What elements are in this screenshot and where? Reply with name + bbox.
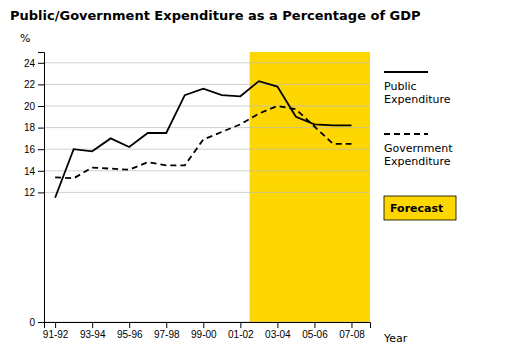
tick: 93-94 — [80, 322, 106, 340]
grid — [44, 63, 370, 322]
tick: 01-02 — [228, 322, 254, 340]
tick-mark — [351, 322, 352, 328]
tick-label: 95-96 — [117, 329, 143, 340]
tick-mark — [129, 322, 130, 328]
tick-label: 97-98 — [154, 329, 180, 340]
tick-mark — [166, 322, 167, 328]
tick-mark — [38, 322, 44, 323]
legend-swatch — [384, 196, 456, 220]
shaded-region — [250, 52, 370, 322]
tick-mark — [38, 63, 44, 64]
tick-mark — [38, 84, 44, 85]
y-axis-label: % — [20, 32, 30, 45]
legend: PublicExpenditureGovernmentExpenditureFo… — [384, 72, 456, 220]
tick: 22 — [24, 79, 44, 90]
legend-label-line: Expenditure — [384, 155, 451, 168]
legend-swatch — [384, 133, 428, 135]
tick-mark — [92, 322, 93, 328]
grid-line — [44, 149, 370, 150]
series-line — [55, 106, 351, 178]
tick: 18 — [24, 122, 44, 133]
x-axis: 91-92 93-94 95-96 97-98 99-00 01-02 03-04 05-06… — [43, 322, 371, 340]
plot-area: 91-92 93-94 95-96 97-98 99-00 01-02 03-04 05-06… — [24, 52, 371, 340]
tick: 99-00 — [191, 322, 217, 340]
tick-mark — [38, 149, 44, 150]
tick: 91-92 — [43, 322, 69, 340]
tick-label: 05-06 — [302, 329, 328, 340]
legend-label-line: Government — [384, 142, 453, 155]
tick-mark — [55, 322, 56, 328]
tick-label: 14 — [24, 166, 36, 177]
tick-label: 20 — [24, 101, 36, 112]
tick: 95-96 — [117, 322, 143, 340]
grid-line — [44, 192, 370, 193]
legend-item: GovernmentExpenditure — [384, 134, 453, 168]
legend-label: PublicExpenditure — [384, 80, 451, 106]
x-axis-label: Year — [383, 332, 408, 345]
tick: 03-04 — [265, 322, 291, 340]
tick-mark — [240, 322, 241, 328]
tick-label: 91-92 — [43, 329, 69, 340]
grid-line — [44, 106, 370, 107]
tick-mark — [38, 106, 44, 107]
chart: 91-92 93-94 95-96 97-98 99-00 01-02 03-04 05-06… — [0, 0, 505, 362]
tick-mark — [277, 322, 278, 328]
tick-mark — [38, 192, 44, 193]
tick-label: 24 — [24, 58, 36, 69]
grid-line — [44, 322, 370, 323]
tick-label: 07-08 — [339, 329, 365, 340]
tick-label: 99-00 — [191, 329, 217, 340]
tick: 0 — [29, 317, 44, 328]
tick-mark — [203, 322, 204, 328]
tick: 20 — [24, 101, 44, 112]
grid-line — [44, 127, 370, 128]
legend-label-line: Public — [384, 80, 417, 93]
legend-swatch — [384, 71, 428, 73]
tick: 05-06 — [302, 322, 328, 340]
tick-mark — [314, 322, 315, 328]
tick: 12 — [24, 187, 44, 198]
tick: 24 — [24, 58, 44, 69]
tick: 97-98 — [154, 322, 180, 340]
tick-label: 93-94 — [80, 329, 106, 340]
title: Public/Government Expenditure as a Perce… — [10, 8, 421, 23]
tick: 14 — [24, 166, 44, 177]
legend-item: Forecast — [384, 196, 456, 220]
grid-line — [44, 84, 370, 85]
legend-label-line: Expenditure — [384, 93, 451, 106]
series-line — [55, 81, 351, 198]
legend-label: GovernmentExpenditure — [384, 142, 453, 168]
tick: 07-08 — [339, 322, 365, 340]
legend-item: PublicExpenditure — [384, 72, 451, 106]
tick-label: 12 — [24, 187, 36, 198]
legend-label: Forecast — [390, 202, 443, 215]
tick-label: 16 — [24, 144, 36, 155]
tick-mark — [38, 128, 44, 129]
axis-line — [45, 323, 371, 329]
data-layer — [44, 52, 370, 322]
y-axis: 0 12 14 16 18 20 22 24 — [24, 53, 45, 328]
grid-line — [44, 170, 370, 171]
tick-mark — [38, 171, 44, 172]
tick-label: 03-04 — [265, 329, 291, 340]
tick-label: 0 — [29, 317, 35, 328]
tick: 16 — [24, 144, 44, 155]
tick-label: 22 — [24, 79, 36, 90]
axis-line — [38, 53, 45, 323]
tick-label: 18 — [24, 122, 36, 133]
grid-line — [44, 62, 370, 63]
tick-label: 01-02 — [228, 329, 254, 340]
